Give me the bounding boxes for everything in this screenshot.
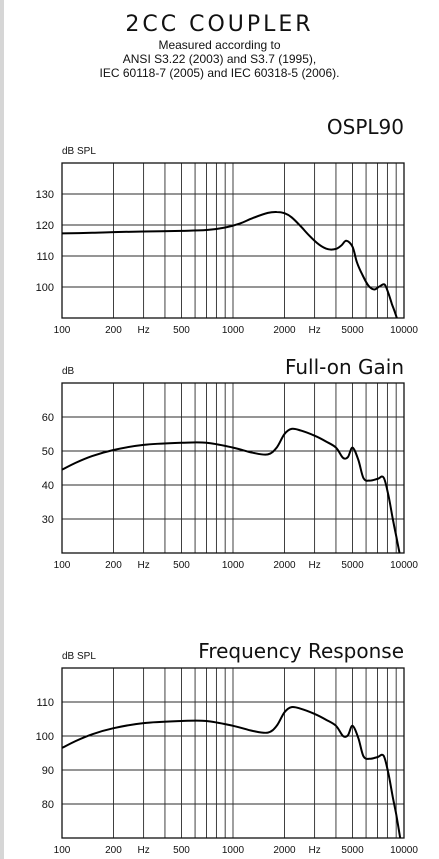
x-tick-label: 200: [105, 560, 122, 571]
x-tick-label: 100: [54, 325, 71, 336]
standards-line-3: IEC 60118-7 (2005) and IEC 60318-5 (2006…: [99, 66, 340, 80]
coupler-header: 2CC COUPLER Measured according to ANSI S…: [0, 12, 439, 80]
y-axis-label: dB SPL: [62, 651, 96, 662]
x-tick-label: 500: [173, 560, 190, 571]
x-tick-label: Hz: [137, 560, 149, 571]
y-tick-label: 130: [36, 189, 54, 201]
x-tick-label: 200: [105, 325, 122, 336]
y-tick-label: 90: [42, 765, 54, 777]
x-tick-label: Hz: [308, 325, 320, 336]
plot-frame: [61, 162, 405, 319]
chart-title: OSPL90: [327, 115, 404, 139]
x-tick-label: 1000: [222, 845, 245, 856]
x-tick-label: 100: [54, 845, 71, 856]
standards-line-1: Measured according to: [158, 38, 281, 52]
x-tick-label: 2000: [273, 560, 296, 571]
standards-line-2: ANSI S3.22 (2003) and S3.7 (1995),: [122, 52, 317, 66]
x-tick-label: 10000: [390, 325, 418, 336]
x-tick-label: 5000: [341, 325, 364, 336]
x-tick-label: Hz: [137, 325, 149, 336]
x-tick-label: 2000: [273, 325, 296, 336]
y-tick-label: 100: [36, 731, 54, 743]
y-tick-label: 110: [36, 697, 54, 709]
response-curve: [62, 427, 401, 553]
response-curve: [62, 705, 402, 838]
x-tick-label: Hz: [308, 845, 320, 856]
x-tick-label: 500: [173, 325, 190, 336]
y-tick-label: 40: [42, 480, 54, 492]
y-tick-label: 120: [36, 220, 54, 232]
response-curve: [62, 210, 398, 318]
x-tick-label: 100: [54, 560, 71, 571]
y-axis-label: dB SPL: [62, 146, 96, 157]
x-tick-label: 2000: [273, 845, 296, 856]
chart-3-group: [61, 667, 405, 839]
chart-1-group: [61, 162, 405, 319]
x-tick-label: 5000: [341, 560, 364, 571]
x-tick-label: 5000: [341, 845, 364, 856]
chart-title: Frequency Response: [198, 639, 404, 663]
left-edge-rule: [0, 0, 4, 859]
chart-2-group: [61, 382, 405, 554]
y-tick-label: 80: [42, 799, 54, 811]
x-tick-label: Hz: [308, 560, 320, 571]
x-tick-label: 10000: [390, 845, 418, 856]
y-tick-label: 50: [42, 446, 54, 458]
y-tick-label: 30: [42, 514, 54, 526]
page-title: 2CC COUPLER: [125, 12, 314, 37]
x-tick-label: 1000: [222, 325, 245, 336]
chart-title: Full-on Gain: [285, 355, 404, 379]
y-tick-label: 110: [36, 251, 54, 263]
x-tick-label: Hz: [137, 845, 149, 856]
plot-frame: [61, 382, 405, 554]
plot-frame: [61, 667, 405, 839]
y-axis-label: dB: [62, 366, 75, 377]
x-tick-label: 500: [173, 845, 190, 856]
x-tick-label: 200: [105, 845, 122, 856]
y-tick-label: 100: [36, 282, 54, 294]
x-tick-label: 1000: [222, 560, 245, 571]
x-tick-label: 10000: [390, 560, 418, 571]
y-tick-label: 60: [42, 412, 54, 424]
